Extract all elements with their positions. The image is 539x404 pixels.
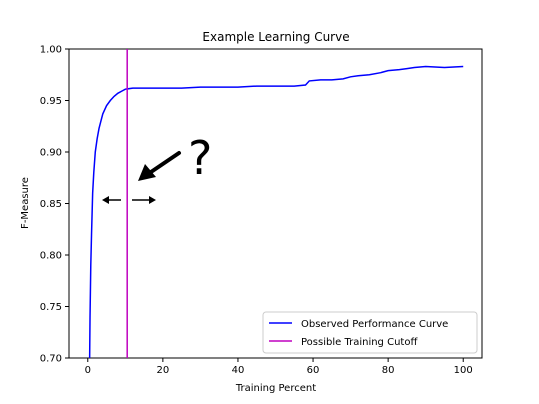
x-axis-label: Training Percent [235,383,316,394]
y-axis-label: F-Measure [20,177,31,229]
legend: Observed Performance Curve Possible Trai… [262,311,478,354]
x-tick-label: 0 [85,365,91,376]
x-tick-label: 20 [156,365,169,376]
question-mark-annotation: ? [188,131,212,185]
diagonal-arrow-icon [138,151,181,181]
y-tick-label: 0.75 [40,302,62,313]
left-arrow-icon [102,196,121,204]
y-tick-label: 0.80 [40,251,62,262]
x-tick-label: 80 [382,365,395,376]
y-tick-label: 1.00 [40,45,62,56]
y-tick-label: 0.85 [40,199,62,210]
x-axis: 0 20 40 60 80 100 [85,358,473,376]
x-tick-label: 100 [454,365,473,376]
y-axis: 0.70 0.75 0.80 0.85 0.90 0.95 1.00 [40,45,69,365]
y-tick-label: 0.70 [40,354,62,365]
series-line-observed [88,65,464,358]
legend-label-cutoff: Possible Training Cutoff [301,337,418,348]
right-arrow-icon [132,196,156,204]
legend-label-observed: Observed Performance Curve [301,319,448,330]
x-tick-label: 60 [307,365,320,376]
x-tick-label: 40 [232,365,245,376]
y-tick-label: 0.90 [40,148,62,159]
chart-title: Example Learning Curve [202,30,349,44]
y-tick-label: 0.95 [40,96,62,107]
